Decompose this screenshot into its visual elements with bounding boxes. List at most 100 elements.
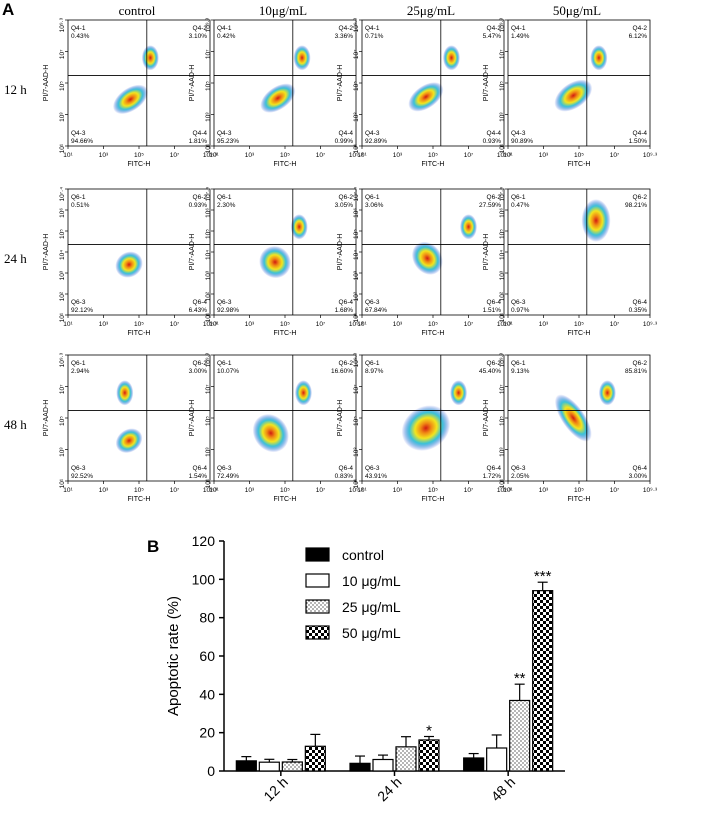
y-tick-label: 10⁶ [353, 208, 360, 218]
x-tick-label: 10¹ [209, 487, 219, 494]
quadrant-value: 1.51% [483, 307, 502, 314]
x-axis-label: FITC-H [568, 330, 591, 337]
significance-mark: * [426, 723, 432, 740]
legend-label: 10 μg/mL [342, 573, 401, 589]
x-tick-label: 10⁵ [280, 487, 290, 494]
x-tick-label: 10³ [99, 152, 109, 159]
cell-population [112, 84, 149, 115]
quadrant-value: 6.43% [189, 307, 208, 314]
y-tick-label: 10¹ [353, 143, 360, 153]
x-tick-label: 10⁷ [610, 152, 620, 159]
y-tick-label: 10³ [59, 270, 66, 280]
bar [281, 761, 303, 772]
y-axis-label: PI/7-AAD-H [189, 400, 196, 437]
dot-plot: Q4-10.42%Q4-23.36%Q4-395.23%Q4-40.99%10¹… [189, 17, 364, 168]
x-tick-label: 10⁷ [464, 321, 474, 328]
quadrant-value: 98.21% [625, 202, 647, 209]
dot-plot: Q6-12.30%Q6-23.05%Q6-392.98%Q6-41.68%10¹… [189, 187, 364, 337]
cell-population [260, 83, 296, 113]
x-tick-label: 10³ [99, 487, 109, 494]
y-tick-label: 10¹ [499, 478, 506, 488]
quadrant-value: 3.36% [335, 33, 354, 40]
quadrant-value: 90.89% [511, 138, 533, 145]
x-tick-label: 10³ [245, 321, 255, 328]
y-tick-label: 0 [207, 763, 215, 779]
x-tick-label: 10⁵ [574, 321, 584, 328]
quadrant-value: 85.81% [625, 368, 647, 375]
quadrant-name: Q6-1 [217, 360, 232, 367]
x-tick-label: 10⁵ [280, 152, 290, 159]
apoptotic-population [442, 45, 460, 71]
cell-population [408, 82, 444, 112]
y-tick-label: 10³ [205, 270, 212, 280]
quadrant-value: 92.98% [217, 307, 239, 314]
quadrant-name: Q6-2 [339, 360, 354, 367]
x-axis-label: FITC-H [274, 496, 297, 503]
quadrant-name: Q4-1 [71, 25, 86, 32]
quadrant-value: 0.97% [511, 307, 530, 314]
y-tick-label: 10³ [205, 447, 212, 457]
quadrant-name: Q6-1 [217, 194, 232, 201]
y-tick-label: 10⁷ [353, 384, 360, 394]
quadrant-value: 0.47% [511, 202, 530, 209]
quadrant-value: 0.42% [217, 33, 236, 40]
x-axis-label: FITC-H [422, 330, 445, 337]
x-tick-label: 10⁷ [610, 487, 620, 494]
y-axis-label: PI/7-AAD-H [337, 400, 344, 437]
y-tick-label: 10⁷·⁴ [205, 187, 212, 202]
quadrant-value: 1.54% [189, 473, 208, 480]
x-tick-label: 10¹ [357, 321, 367, 328]
quadrant-name: Q4-3 [511, 130, 526, 137]
y-tick-label: 10¹ [59, 478, 66, 488]
quadrant-name: Q4-1 [511, 25, 526, 32]
quadrant-name: Q6-1 [71, 194, 86, 201]
y-tick-label: 10¹ [205, 312, 212, 322]
y-axis-label: PI/7-AAD-H [43, 400, 50, 437]
y-tick-label: 10³ [353, 447, 360, 457]
x-tick-label: 10³ [393, 321, 403, 328]
x-axis-label: FITC-H [422, 496, 445, 503]
x-tick-label: 10⁹·³ [349, 152, 364, 159]
y-tick-label: 10⁷·⁴ [499, 187, 506, 202]
y-tick-label: 10⁶ [205, 208, 212, 218]
x-tick-label: 10¹ [209, 321, 219, 328]
legend-label: control [342, 547, 384, 563]
y-tick-label: 10⁵ [59, 81, 66, 91]
quadrant-value: 67.84% [365, 307, 387, 314]
y-tick-label: 10⁵ [205, 229, 212, 239]
plot-frame [67, 19, 211, 147]
x-axis-label: FITC-H [128, 496, 151, 503]
cell-population [115, 428, 143, 454]
quadrant-name: Q4-2 [487, 25, 502, 32]
apoptotic-population [116, 380, 134, 406]
apoptotic-population [581, 199, 611, 242]
y-tick-label: 10³ [499, 447, 506, 457]
cell-population [411, 241, 443, 275]
quadrant-value: 0.35% [629, 307, 648, 314]
dot-plot: Q6-10.47%Q6-298.21%Q6-30.97%Q6-40.35%10¹… [483, 187, 658, 337]
x-tick-label: 10⁹·³ [203, 321, 218, 328]
quadrant-value: 0.43% [71, 33, 90, 40]
x-tick-label: 10¹ [209, 152, 219, 159]
column-header: 10μg/mL [259, 3, 307, 18]
cell-population [252, 413, 289, 453]
y-tick-label: 10³ [499, 112, 506, 122]
quadrant-name: Q4-1 [217, 25, 232, 32]
x-tick-label: 10³ [99, 321, 109, 328]
row-time-label: 48 h [4, 417, 27, 432]
column-header: 25μg/mL [407, 3, 455, 18]
x-tick-label: 10⁵ [428, 321, 438, 328]
x-tick-label: 10³ [245, 152, 255, 159]
x-tick-label: 10³ [245, 487, 255, 494]
y-tick-label: 10⁷ [205, 49, 212, 59]
dot-plot: Q4-10.43%Q4-23.10%Q4-394.66%Q4-41.81%10¹… [43, 17, 218, 168]
y-tick-label: 10⁶ [499, 208, 506, 218]
x-axis-label: FITC-H [568, 161, 591, 168]
y-tick-label: 10⁵ [59, 229, 66, 239]
bar [372, 758, 394, 772]
x-tick-label: 12 h [260, 774, 291, 805]
apoptotic-population [590, 45, 608, 71]
quadrant-name: Q6-2 [193, 360, 208, 367]
column-header: 50μg/mL [553, 3, 601, 18]
